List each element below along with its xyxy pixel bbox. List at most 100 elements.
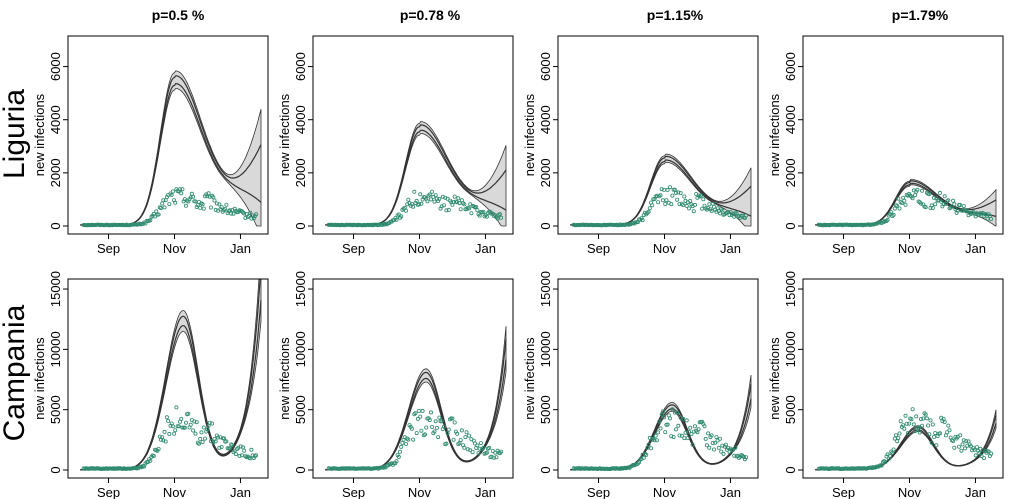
observed-point [238,444,243,449]
observed-point [910,407,915,412]
observed-point [685,436,690,441]
observed-point [427,192,432,197]
observed-point [656,200,661,205]
observed-point [946,198,951,203]
x-tick-label: Nov [653,241,677,256]
observed-point [186,411,191,416]
observed-point [463,435,468,440]
observed-point [647,435,652,440]
panel-frame [67,35,269,235]
observed-point [154,209,159,214]
y-tick-label: 0 [48,222,63,229]
observed-point [960,442,965,447]
panel-frame [312,35,514,235]
observed-point [452,194,457,199]
observed-point [158,206,163,211]
y-tick-label: 0 [293,222,308,229]
observed-point [973,453,978,458]
observed-point [180,425,185,430]
observed-point [470,450,475,455]
observed-point [732,214,737,219]
observed-point [960,208,965,213]
observed-point [907,421,912,426]
observed-point [916,425,921,430]
y-tick-label: 10000 [293,331,308,367]
observed-point [909,417,914,422]
x-tick-label: Jan [965,241,986,256]
observed-point [403,441,408,446]
x-tick-label: Jan [475,241,496,256]
x-tick-label: Jan [475,485,496,499]
observed-point [328,466,333,471]
x-tick-label: Nov [163,241,187,256]
observed-point [249,447,254,452]
column-title-1: p=0.5 % [152,7,205,23]
observed-point [409,426,414,431]
observed-point [497,212,502,217]
observed-point [716,445,721,450]
observed-point [895,439,900,444]
y-tick-label: 5000 [783,395,798,424]
observed-point [928,418,933,423]
observed-point [174,405,179,410]
y-tick-label: 5000 [293,395,308,424]
observed-point [894,433,899,438]
y-tick-label: 2000 [48,158,63,187]
observed-point [951,198,956,203]
y-tick-label: 6000 [538,52,553,81]
observed-point [895,203,900,208]
observed-point [660,198,665,203]
y-tick-label: 0 [783,222,798,229]
observed-point [400,440,405,445]
observed-point [927,192,932,197]
observed-point [475,208,480,213]
observed-point [896,435,901,440]
observed-point [896,196,901,201]
observed-point [709,433,714,438]
observed-point [744,455,749,460]
observed-point [933,431,938,436]
observed-point [227,208,232,213]
observed-point [952,202,957,207]
observed-point [207,420,212,425]
observed-point [914,414,919,419]
observed-point [446,427,451,432]
x-tick-label: Nov [653,485,677,499]
model-line-upper [80,279,261,471]
observed-point [974,445,979,450]
observed-point [495,216,500,221]
x-tick-label: Jan [720,485,741,499]
observed-point [202,436,207,441]
observed-point [889,210,894,215]
observed-point [212,198,217,203]
observed-point [659,187,664,192]
observed-point [932,195,937,200]
observed-point [173,428,178,433]
observed-point [167,202,172,207]
observed-point [458,438,463,443]
observed-point [677,433,682,438]
observed-point [396,454,401,459]
observed-point [116,466,121,471]
observed-point [198,205,203,210]
observed-point [450,416,455,421]
observed-point [675,410,680,415]
observed-point [201,206,206,211]
observed-point [920,423,925,428]
observed-point [183,203,188,208]
y-tick-label: 4000 [538,105,553,134]
observed-point [156,212,161,217]
observed-point [188,422,193,427]
observed-point [726,445,731,450]
observed-point [353,466,358,471]
observed-point [432,199,437,204]
observed-point [691,209,696,214]
observed-point [188,195,193,200]
observed-point [413,411,418,416]
observed-point [414,198,419,203]
observed-point [397,449,402,454]
observed-point [660,409,665,414]
observed-point [191,428,196,433]
observed-point [475,443,480,448]
y-tick-label: 2000 [293,158,308,187]
